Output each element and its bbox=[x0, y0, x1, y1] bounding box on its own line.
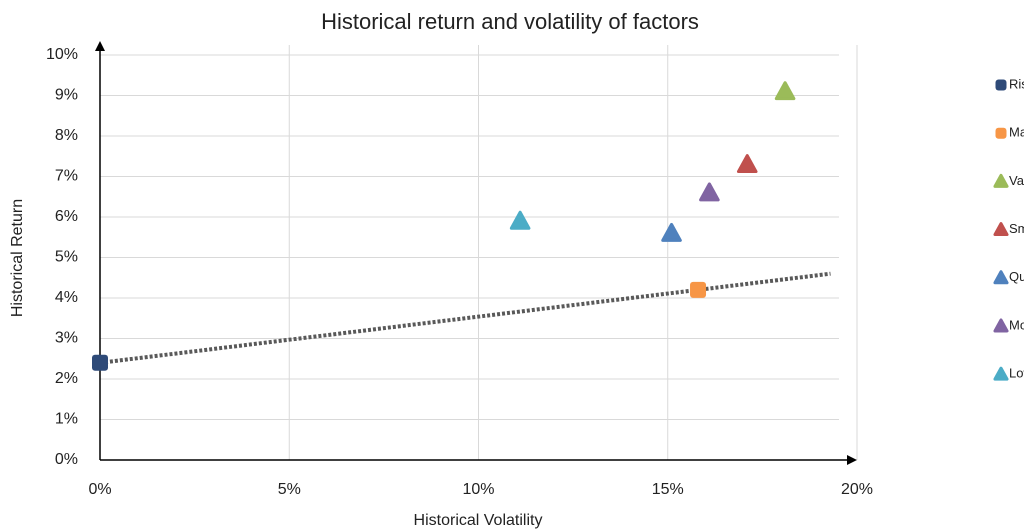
x-tick-label: 5% bbox=[278, 481, 301, 498]
point bbox=[736, 154, 758, 174]
y-tick-label: 8% bbox=[55, 127, 78, 144]
legend-label: Risk-free rate bbox=[1009, 76, 1024, 91]
x-axis-arrow bbox=[847, 455, 857, 465]
point bbox=[92, 354, 108, 371]
trendline bbox=[99, 271, 831, 365]
legend-marker bbox=[995, 79, 1007, 91]
x-tick-label: 20% bbox=[841, 481, 873, 498]
legend-marker bbox=[993, 366, 1009, 381]
point bbox=[774, 81, 796, 101]
point bbox=[661, 222, 682, 242]
point bbox=[509, 210, 531, 230]
y-tick-label: 6% bbox=[55, 208, 78, 225]
y-axis-label: Historical Return bbox=[9, 199, 26, 317]
point bbox=[690, 281, 707, 298]
x-tick-label: 10% bbox=[462, 481, 494, 498]
legend-label: Low Volatility bbox=[1009, 366, 1024, 381]
x-tick-label: 0% bbox=[88, 481, 111, 498]
legend-label: Momentum bbox=[1009, 317, 1024, 332]
point bbox=[699, 182, 720, 202]
legend-marker bbox=[993, 270, 1009, 285]
legend-marker bbox=[995, 127, 1007, 139]
legend-label: Value bbox=[1009, 173, 1024, 188]
y-axis-arrow bbox=[95, 41, 105, 51]
legend-label: Market bbox=[1009, 125, 1024, 140]
chart-title: Historical return and volatility of fact… bbox=[321, 9, 699, 34]
legend-marker bbox=[993, 222, 1009, 237]
y-tick-label: 3% bbox=[55, 330, 78, 347]
y-tick-label: 1% bbox=[55, 411, 78, 428]
y-tick-label: 5% bbox=[55, 249, 78, 266]
legend-marker bbox=[993, 173, 1009, 188]
x-axis-label: Historical Volatility bbox=[414, 512, 543, 529]
y-tick-label: 4% bbox=[55, 289, 78, 306]
y-tick-label: 10% bbox=[46, 46, 78, 63]
legend-marker bbox=[993, 318, 1009, 333]
x-tick-label: 15% bbox=[652, 481, 684, 498]
y-tick-label: 9% bbox=[55, 87, 78, 104]
y-tick-label: 2% bbox=[55, 370, 78, 387]
y-tick-label: 0% bbox=[55, 451, 78, 468]
y-tick-label: 7% bbox=[55, 168, 78, 185]
legend-label: Small Cap bbox=[1009, 221, 1024, 236]
legend-label: Quality bbox=[1009, 269, 1024, 284]
